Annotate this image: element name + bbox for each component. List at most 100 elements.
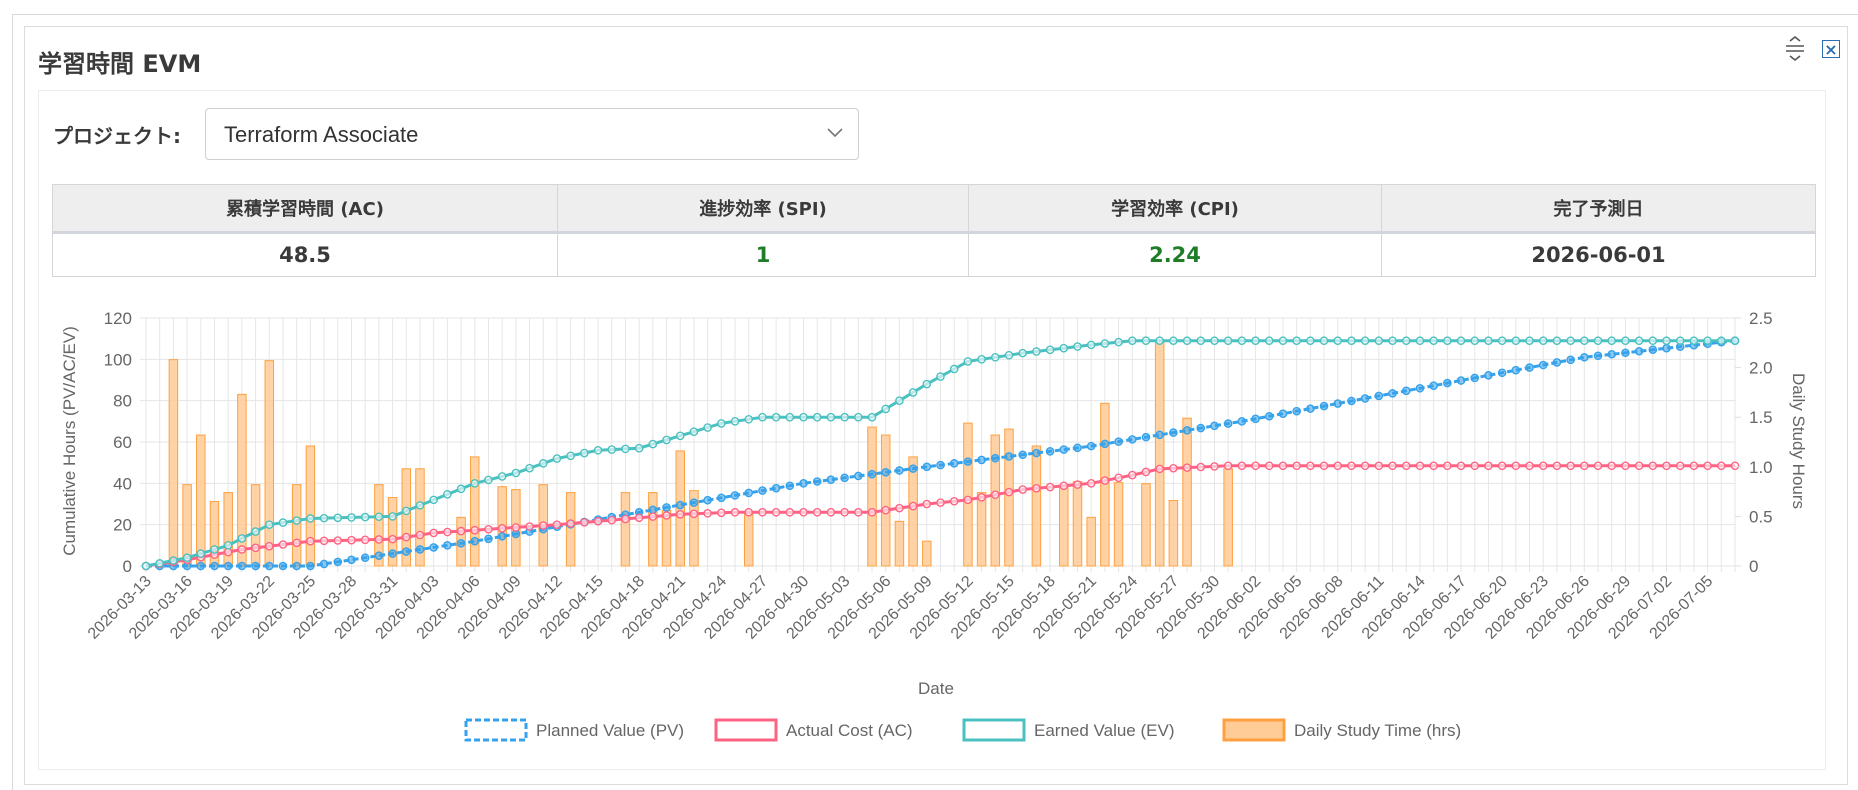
pv-point bbox=[484, 534, 493, 544]
ev-point bbox=[1264, 336, 1274, 346]
ac-point bbox=[1511, 461, 1521, 471]
close-icon[interactable]: × bbox=[1822, 40, 1840, 58]
ac-point bbox=[990, 490, 1000, 500]
ev-point bbox=[621, 444, 630, 454]
ac-point bbox=[689, 509, 699, 519]
ac-point bbox=[1538, 461, 1548, 471]
page-frame bbox=[12, 14, 1858, 790]
ac-point bbox=[497, 524, 507, 533]
y2-tick-label: 2.0 bbox=[1749, 359, 1773, 378]
daily-study-bar bbox=[374, 484, 384, 567]
pv-point bbox=[497, 532, 507, 541]
pv-point bbox=[429, 543, 438, 552]
kpi-value-spi: 1 bbox=[557, 232, 969, 277]
ac-point bbox=[1593, 461, 1603, 471]
y-axis-label: Cumulative Hours (PV/AC/EV) bbox=[60, 326, 79, 556]
pv-point bbox=[1319, 401, 1329, 411]
ev-point bbox=[264, 520, 274, 529]
pv-point bbox=[333, 557, 343, 567]
pv-point bbox=[360, 553, 370, 563]
pv-point bbox=[1443, 378, 1452, 388]
pv-point bbox=[319, 559, 329, 569]
pv-point bbox=[347, 555, 356, 565]
y2-tick-label: 1.5 bbox=[1749, 408, 1773, 427]
legend-label: Planned Value (PV) bbox=[536, 721, 684, 740]
ev-point bbox=[1717, 336, 1726, 346]
ac-point bbox=[840, 507, 849, 517]
ac-point bbox=[1648, 461, 1658, 471]
ev-point bbox=[1648, 336, 1658, 346]
pv-point bbox=[196, 561, 206, 571]
ac-point bbox=[1675, 461, 1685, 471]
legend-label: Daily Study Time (hrs) bbox=[1294, 721, 1461, 740]
ac-point bbox=[634, 513, 644, 523]
ac-point bbox=[1333, 461, 1343, 471]
pv-point bbox=[1073, 443, 1082, 453]
ev-point bbox=[675, 431, 685, 441]
ev-point bbox=[1018, 348, 1027, 358]
daily-study-bar bbox=[1059, 486, 1069, 567]
ac-point bbox=[717, 508, 726, 518]
pv-point bbox=[1045, 446, 1055, 456]
collapse-icon[interactable] bbox=[1782, 35, 1808, 66]
ev-point bbox=[1429, 336, 1438, 346]
ac-point bbox=[552, 520, 562, 529]
daily-study-bar bbox=[1141, 483, 1151, 567]
daily-study-bar bbox=[1004, 428, 1014, 567]
project-select[interactable]: Terraform Associate bbox=[205, 108, 859, 160]
pv-point bbox=[812, 477, 822, 486]
pv-point bbox=[1429, 381, 1438, 390]
ev-point bbox=[1525, 336, 1534, 346]
daily-study-bar bbox=[387, 497, 398, 567]
ev-point bbox=[1470, 336, 1480, 346]
daily-study-bar bbox=[470, 456, 480, 567]
ev-point bbox=[1443, 336, 1452, 346]
ac-point bbox=[1306, 461, 1315, 471]
ac-point bbox=[1360, 461, 1370, 471]
y-tick-label: 40 bbox=[113, 474, 132, 493]
pv-point bbox=[306, 561, 315, 571]
ac-point bbox=[1634, 461, 1644, 471]
y2-tick-label: 0 bbox=[1749, 557, 1758, 576]
daily-study-bar bbox=[1031, 445, 1042, 567]
ev-point bbox=[456, 484, 466, 494]
ac-point bbox=[1114, 473, 1123, 483]
pv-point bbox=[1388, 389, 1397, 398]
ev-point bbox=[1552, 336, 1562, 346]
ev-point bbox=[648, 439, 658, 449]
ac-point bbox=[799, 507, 808, 517]
ac-point bbox=[1237, 461, 1247, 471]
y-tick-label: 100 bbox=[104, 350, 132, 369]
pv-point bbox=[251, 561, 260, 571]
pv-point bbox=[237, 561, 247, 571]
ev-point bbox=[1634, 336, 1644, 346]
ac-point bbox=[1196, 462, 1206, 472]
ac-point bbox=[963, 495, 973, 505]
ev-point bbox=[963, 357, 973, 366]
daily-study-bar bbox=[689, 490, 699, 567]
daily-study-bar bbox=[168, 359, 179, 567]
daily-study-bar bbox=[976, 492, 987, 567]
pv-point bbox=[1415, 383, 1425, 393]
ev-point bbox=[840, 412, 849, 422]
ac-point bbox=[347, 535, 356, 545]
ac-point bbox=[456, 526, 466, 536]
ac-point bbox=[1210, 462, 1219, 471]
y2-axis-label: Daily Study Hours bbox=[1789, 373, 1808, 509]
pv-point bbox=[1470, 373, 1480, 383]
daily-study-bars bbox=[168, 340, 1233, 567]
ac-point bbox=[621, 514, 630, 524]
daily-study-bar bbox=[880, 434, 891, 567]
pv-point bbox=[210, 561, 219, 571]
pv-point bbox=[1004, 452, 1014, 461]
ev-point bbox=[1730, 336, 1740, 346]
chart-lines bbox=[141, 336, 1740, 571]
pv-point bbox=[1552, 358, 1562, 367]
ac-point bbox=[1073, 480, 1082, 489]
ac-point bbox=[922, 499, 932, 509]
pv-point bbox=[1497, 368, 1507, 378]
ev-point bbox=[1511, 336, 1521, 346]
y-tick-label: 60 bbox=[113, 433, 132, 452]
ac-point bbox=[1141, 467, 1151, 477]
